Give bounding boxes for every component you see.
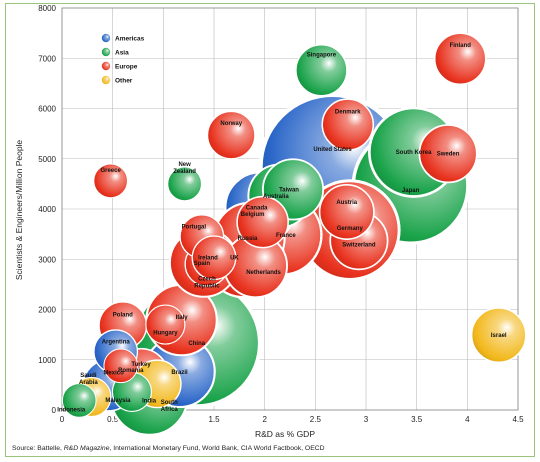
source-note: Source: Battelle, R&D Magazine, Internat… [12,445,325,452]
bubble-romania [103,348,139,384]
bubble-label-taiwan: Taiwan [279,187,299,193]
bubble-label-india: India [142,398,157,404]
x-tick-label: 0.5 [107,415,119,424]
bubble-label-germany: Germany [337,226,364,232]
bubble-label-russia: Russia [238,236,258,242]
bubbles [61,32,527,437]
source-magazine: R&D Magazine [63,445,110,452]
bubble-label-south-africa: South Africa [161,400,179,413]
chart-border [5,3,535,457]
bubble-label-switzerland: Switzerland [342,243,376,249]
x-axis-title: R&D as % GDP [255,429,315,439]
x-tick-label: 3 [364,415,369,424]
legend-label-other: Other [115,78,133,85]
y-tick-label: 8000 [38,4,56,13]
legend-label-asia: Asia [115,50,129,57]
legend-swatch-americas [101,33,111,43]
bubble-label-austria: Austria [336,200,357,206]
bubble-hungary [145,304,186,345]
source-suffix: , International Monetary Fund, World Ban… [109,445,325,452]
bubble-finland [433,32,487,86]
bubble-label-indonesia: Indonesia [57,407,86,413]
bubble-label-israel: Israel [491,333,507,339]
x-tick-label: 3.5 [411,415,423,424]
bubble-label-new-zealand: New Zealand [173,162,196,175]
legend: Americas Asia Europe Other [101,33,145,85]
legend-swatch-other [101,75,111,85]
x-tick-label: 4.5 [512,415,524,424]
x-tick-label: 0 [60,415,65,424]
bubble-label-united-states: United States [313,147,352,153]
bubble-belgium [236,195,289,249]
y-tick-label: 4000 [38,205,56,214]
bubble-ireland [191,235,237,281]
y-tick-label: 5000 [38,155,56,164]
y-tick-label: 3000 [38,255,56,264]
bubble-label-turkey: Turkey [131,362,151,368]
bubble-israel [470,307,527,364]
y-tick-label: 6000 [38,105,56,114]
bubble-label-poland: Poland [113,313,133,319]
legend-label-americas: Americas [115,36,145,43]
x-tick-label: 2 [262,415,267,424]
bubble-label-saudi-arabia: Saudi Arabia [79,373,98,386]
bubble-label-greece: Greece [100,168,121,174]
bubble-label-finland: Finland [450,43,472,49]
bubble-sweden [418,124,478,184]
bubble-norway [206,110,256,160]
bubble-label-belgium: Belgium [241,212,265,218]
legend-label-europe: Europe [115,64,138,71]
bubble-label-italy: Italy [176,315,189,321]
bubble-austria [318,184,375,240]
legend-swatch-europe [101,61,111,71]
y-axis-title: Scientists & Engineers/Million People [14,140,24,281]
x-tick-label: 4 [465,415,470,424]
source-prefix: Source: Battelle, [12,445,64,452]
bubble-greece [93,163,128,199]
bubble-label-canada: Canada [246,205,268,211]
legend-swatch-asia [101,47,111,57]
bubble-label-portugal: Portugal [182,225,207,231]
bubble-label-mexico: Mexico [103,370,124,376]
x-tick-label: 1.5 [208,415,220,424]
bubble-label-singapore: Singapore [307,52,337,58]
bubble-denmark [321,98,375,151]
bubble-label-denmark: Denmark [335,110,361,116]
y-tick-label: 7000 [38,54,56,63]
bubble-label-brazil: Brazil [171,370,188,376]
bubble-label-south-korea: South Korea [396,150,432,156]
bubble-labels: United States China Japan Germany South Kore… [57,43,507,414]
bubble-label-sweden: Sweden [437,152,460,158]
bubble-singapore [295,44,348,97]
bubble-label-china: China [188,341,205,347]
bubble-label-france: France [276,233,296,239]
bubble-label-argentina: Argentina [102,340,131,346]
bubble-label-uk: UK [230,256,239,262]
bubble-new-zealand [167,166,202,202]
bubble-label-japan: Japan [402,188,420,194]
plot-area-border [61,7,519,411]
y-tick-label: 1000 [38,356,56,365]
bubble-label-malaysia: Malaysia [105,398,131,404]
bubble-label-hungary: Hungary [153,331,178,337]
bubble-label-netherlands: Netherlands [246,270,281,276]
bubble-label-ireland: Ireland [198,256,218,262]
bubble-label-czech-republic: Czech Republic [194,276,220,289]
bubble-label-norway: Norway [220,121,242,127]
bubble-indonesia [61,383,97,418]
x-tick-label: 2.5 [310,415,322,424]
y-tick-label: 0 [52,406,57,415]
y-tick-label: 2000 [38,306,56,315]
axes: 01000200030004000500060007000800000.511.… [38,4,524,424]
bubble-label-spain: Spain [194,261,211,267]
bubble-label-australia: Australia [263,194,289,200]
bubble-label-romania: Romania [118,368,144,374]
